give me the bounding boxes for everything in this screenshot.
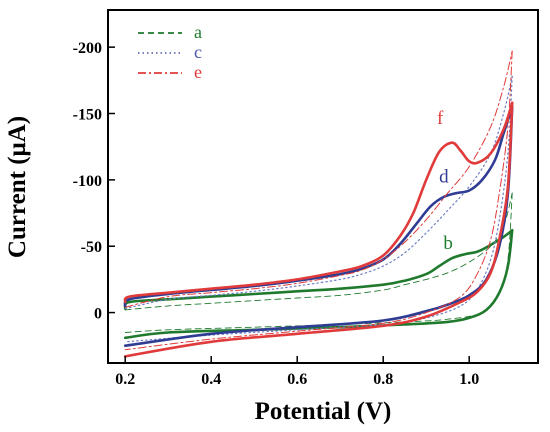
series-b-forward-line: [123, 229, 514, 310]
plot-frame: [107, 9, 539, 364]
curve-label-b: b: [443, 233, 453, 254]
legend-label: a: [194, 22, 202, 42]
series-a: [124, 192, 513, 333]
x-axis-title: Potential (V): [255, 398, 392, 425]
y-tick-label: -100: [73, 173, 102, 190]
series-c-reverse-line: [124, 75, 513, 343]
series-f-reverse-line: [123, 101, 514, 358]
series-a-forward-line: [124, 192, 513, 311]
series-layer: [123, 50, 514, 358]
legend-item-e: e: [138, 62, 202, 82]
legend: ace: [138, 22, 202, 82]
y-tick-label: 0: [94, 306, 102, 323]
x-tick-label: 0.6: [287, 371, 307, 388]
series-c: [124, 75, 513, 343]
series-b: [123, 229, 514, 340]
y-axis-title: Current (μA): [4, 116, 31, 258]
legend-label: c: [194, 42, 202, 62]
y-tick-label: -150: [73, 107, 102, 124]
series-c-forward-line: [124, 75, 513, 310]
curve-label-f: f: [437, 108, 444, 129]
x-tick-label: 0.2: [115, 371, 135, 388]
legend-item-a: a: [138, 22, 202, 42]
series-b-reverse-line: [123, 229, 514, 340]
series-f-forward-line: [123, 101, 514, 304]
x-tick-label: 0.4: [201, 371, 221, 388]
x-tick-label: 0.8: [373, 371, 393, 388]
ticks-layer: 0.2 0.4 0.6 0.8 1.0 -200 -150 -100 -50 0: [73, 40, 480, 388]
curve-label-d: d: [439, 167, 449, 188]
legend-label: e: [194, 62, 202, 82]
legend-item-c: c: [138, 42, 202, 62]
y-tick-label: -50: [81, 239, 102, 256]
series-e: [124, 50, 513, 351]
y-tick-label: -200: [73, 40, 102, 57]
series-e-forward-line: [124, 50, 513, 308]
series-a-reverse-line: [124, 192, 513, 333]
series-e-reverse-line: [124, 50, 513, 351]
x-tick-label: 1.0: [459, 371, 479, 388]
series-f: [123, 101, 514, 358]
curve-labels: f d b: [437, 108, 453, 254]
